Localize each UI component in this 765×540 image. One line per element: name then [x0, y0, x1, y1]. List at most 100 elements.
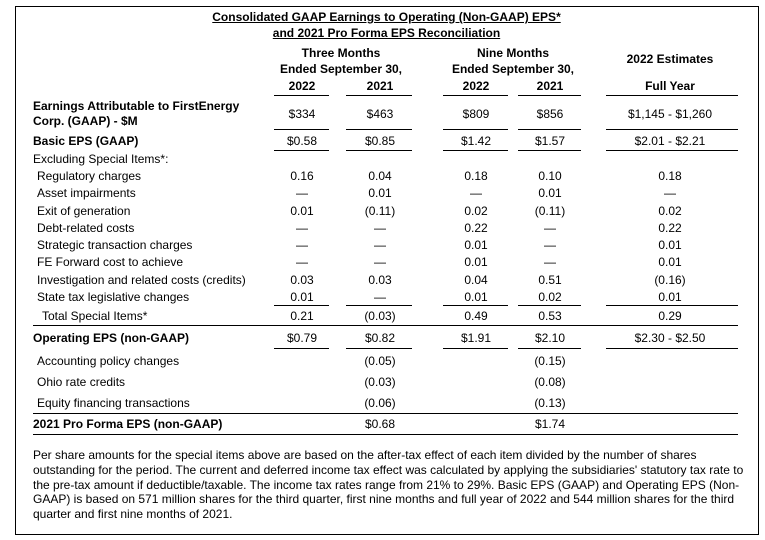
header-three-months: Three Months — [301, 46, 381, 60]
cell-value: 0.18 — [658, 169, 682, 183]
cell-value: 0.01 — [658, 238, 682, 252]
cell-value: — — [470, 186, 482, 200]
section-rule — [33, 413, 738, 414]
row-rule — [518, 305, 581, 306]
cell-value: 0.29 — [658, 309, 682, 323]
header-estimates: 2022 Estimates — [626, 52, 714, 66]
row-rule — [346, 150, 412, 151]
row-label-basic-eps: Basic EPS (GAAP) — [33, 134, 139, 148]
cell-value: (0.08) — [534, 375, 566, 389]
row-rule — [346, 305, 412, 306]
row-label-excluding: Excluding Special Items*: — [33, 152, 169, 166]
cell-value: (0.13) — [534, 396, 566, 410]
cell-value: 0.01 — [658, 290, 682, 304]
cell-value: (0.03) — [364, 309, 396, 323]
row-label-operating-eps: Operating EPS (non-GAAP) — [33, 331, 189, 345]
cell-value: $1.57 — [534, 134, 566, 148]
row-label-asset-impairments: Asset impairments — [37, 186, 136, 200]
row-label-proforma-eps: 2021 Pro Forma EPS (non-GAAP) — [33, 417, 223, 431]
header-rule — [443, 95, 508, 96]
row-label-investigation: Investigation and related costs (credits… — [37, 273, 246, 287]
row-rule — [606, 348, 738, 349]
row-label-fe-forward: FE Forward cost to achieve — [37, 255, 184, 269]
cell-value: 0.02 — [658, 204, 682, 218]
cell-value: 0.51 — [538, 273, 562, 287]
cell-value: — — [374, 290, 386, 304]
cell-value: — — [374, 255, 386, 269]
row-rule — [606, 129, 738, 130]
cell-value: — — [296, 255, 308, 269]
cell-value: 0.21 — [290, 309, 314, 323]
cell-value: $1,145 - $1,260 — [627, 107, 713, 121]
table-frame — [15, 6, 759, 535]
cell-value: (0.16) — [654, 273, 686, 287]
section-rule — [33, 434, 738, 435]
cell-value: $0.58 — [286, 134, 318, 148]
cell-value: — — [544, 255, 556, 269]
row-rule — [518, 129, 581, 130]
cell-value: $2.01 - $2.21 — [634, 134, 706, 148]
header-nine-months: Nine Months — [477, 46, 549, 60]
cell-value: 0.22 — [658, 221, 682, 235]
cell-value: 0.22 — [464, 221, 488, 235]
row-label-equity-financing: Equity financing transactions — [37, 396, 190, 410]
row-rule — [518, 348, 581, 349]
cell-value: (0.06) — [364, 396, 396, 410]
cell-value: $334 — [288, 107, 316, 121]
cell-value: 0.04 — [464, 273, 488, 287]
cell-value: 0.01 — [368, 186, 392, 200]
row-rule — [346, 129, 412, 130]
cell-value: 0.03 — [290, 273, 314, 287]
row-rule — [274, 150, 329, 151]
row-label-regulatory: Regulatory charges — [37, 169, 142, 183]
cell-value: 0.49 — [464, 309, 488, 323]
header-rule — [518, 95, 581, 96]
cell-value: $1.42 — [460, 134, 492, 148]
cell-value: — — [374, 238, 386, 252]
table-title: Consolidated GAAP Earnings to Operating … — [212, 10, 561, 24]
header-year: 2022 — [462, 79, 490, 93]
row-label-ohio-rate-credits: Ohio rate credits — [37, 375, 126, 389]
cell-value: 0.03 — [368, 273, 392, 287]
cell-value: 0.01 — [464, 238, 488, 252]
row-label-exit-generation: Exit of generation — [37, 204, 131, 218]
cell-value: 0.01 — [290, 204, 314, 218]
row-rule — [274, 348, 329, 349]
row-label-earnings: Earnings Attributable to FirstEnergy — [33, 99, 240, 113]
header-full-year: Full Year — [645, 79, 695, 93]
row-rule — [274, 129, 329, 130]
cell-value: $856 — [536, 107, 564, 121]
cell-value: $809 — [462, 107, 490, 121]
cell-value: — — [374, 221, 386, 235]
cell-value: $0.79 — [286, 331, 318, 345]
cell-value: $0.85 — [364, 134, 396, 148]
header-rule — [606, 95, 738, 96]
cell-value: (0.15) — [534, 354, 566, 368]
header-year: 2021 — [536, 79, 564, 93]
cell-value: 0.02 — [538, 290, 562, 304]
cell-value: $0.82 — [364, 331, 396, 345]
cell-value: — — [544, 238, 556, 252]
cell-value: 0.10 — [538, 169, 562, 183]
table-subtitle: and 2021 Pro Forma EPS Reconciliation — [272, 26, 501, 40]
cell-value: 0.01 — [658, 255, 682, 269]
cell-value: 0.01 — [538, 186, 562, 200]
cell-value: $0.68 — [364, 417, 396, 431]
section-rule — [33, 325, 738, 326]
header-rule — [346, 95, 412, 96]
row-label-total-special: Total Special Items* — [42, 309, 148, 323]
cell-value: 0.01 — [464, 290, 488, 304]
row-rule — [443, 129, 508, 130]
cell-value: (0.05) — [364, 354, 396, 368]
header-nine-months-period: Ended September 30, — [451, 62, 575, 76]
cell-value: (0.11) — [364, 204, 396, 218]
cell-value: — — [544, 221, 556, 235]
cell-value: 0.01 — [464, 255, 488, 269]
cell-value: (0.03) — [364, 375, 396, 389]
row-rule — [606, 305, 738, 306]
row-label-state-tax: State tax legislative changes — [37, 290, 190, 304]
cell-value: 0.04 — [368, 169, 392, 183]
cell-value: — — [664, 186, 676, 200]
cell-value: $1.74 — [534, 417, 566, 431]
row-rule — [443, 150, 508, 151]
